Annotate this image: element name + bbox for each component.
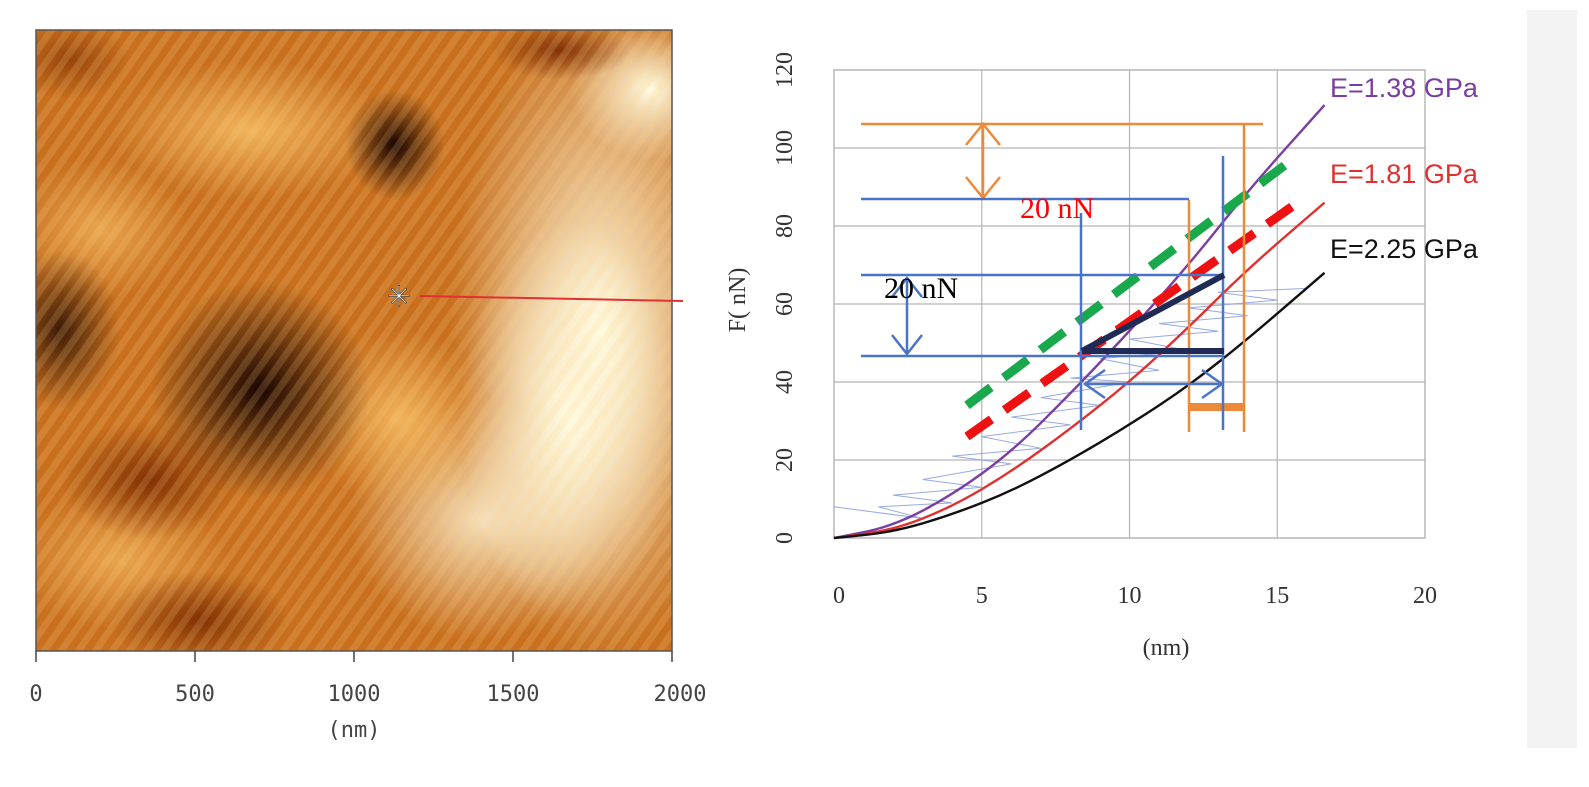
afm-x-unit: (nm) xyxy=(328,718,381,743)
series-line xyxy=(833,104,1326,540)
y-tick-label: 40 xyxy=(772,370,798,394)
chart-annotations: 20 nN 20 nN xyxy=(861,122,1263,432)
series-line xyxy=(833,201,1326,540)
measured-force-trace xyxy=(833,287,1307,519)
x-tick-label: 15 xyxy=(1265,583,1289,609)
series-label: E=1.81 GPa xyxy=(1330,159,1479,189)
x-tick-label: 10 xyxy=(1118,583,1142,609)
y-tick-label: 120 xyxy=(772,52,798,88)
series-label: E=2.25 GPa xyxy=(1330,234,1479,264)
arrow-left-icon xyxy=(1082,368,1106,400)
arrow-up-icon xyxy=(891,275,923,298)
fit-line xyxy=(964,202,1295,441)
afm-x-tick: 1000 xyxy=(328,682,381,707)
arrow-right-icon xyxy=(1201,368,1225,400)
afm-x-tick: 1500 xyxy=(487,682,540,707)
marker-connector-line xyxy=(419,295,684,302)
chart-fit-lines xyxy=(964,156,1295,441)
afm-image xyxy=(36,30,672,651)
x-tick-label: 20 xyxy=(1413,583,1437,609)
y-tick-label: 80 xyxy=(772,214,798,238)
y-tick-label: 20 xyxy=(772,448,798,472)
x-axis-label: (nm) xyxy=(1143,635,1190,661)
chart-ticks: 0 5 10 15 20 0 20 40 60 80 100 120 xyxy=(772,52,1437,609)
measurement-marker-icon: ✳ xyxy=(387,280,410,313)
annotation-label: 20 nN xyxy=(1020,192,1094,225)
y-tick-label: 100 xyxy=(772,130,798,166)
arrow-up-icon xyxy=(965,122,1001,146)
series-line xyxy=(833,271,1326,540)
afm-x-tick: 2000 xyxy=(654,682,707,707)
y-tick-label: 0 xyxy=(772,532,798,544)
slope-line xyxy=(1080,272,1226,354)
side-panel xyxy=(1527,10,1577,748)
x-tick-label: 5 xyxy=(976,583,988,609)
afm-x-tick: 0 xyxy=(29,682,42,707)
annotation-label: 20 nN xyxy=(884,272,958,305)
series-label: E=1.38 GPa xyxy=(1330,73,1479,103)
arrow-down-icon xyxy=(891,334,923,357)
afm-x-axis: 0 500 1000 1500 2000 (nm) xyxy=(29,651,706,743)
chart-series: E=1.38 GPa E=1.81 GPa E=2.25 GPa xyxy=(833,73,1479,540)
y-axis-label: F( nN) xyxy=(725,268,751,333)
y-tick-label: 60 xyxy=(772,292,798,316)
x-tick-label: 0 xyxy=(833,583,845,609)
afm-x-tick: 500 xyxy=(175,682,215,707)
fit-line xyxy=(964,156,1295,409)
